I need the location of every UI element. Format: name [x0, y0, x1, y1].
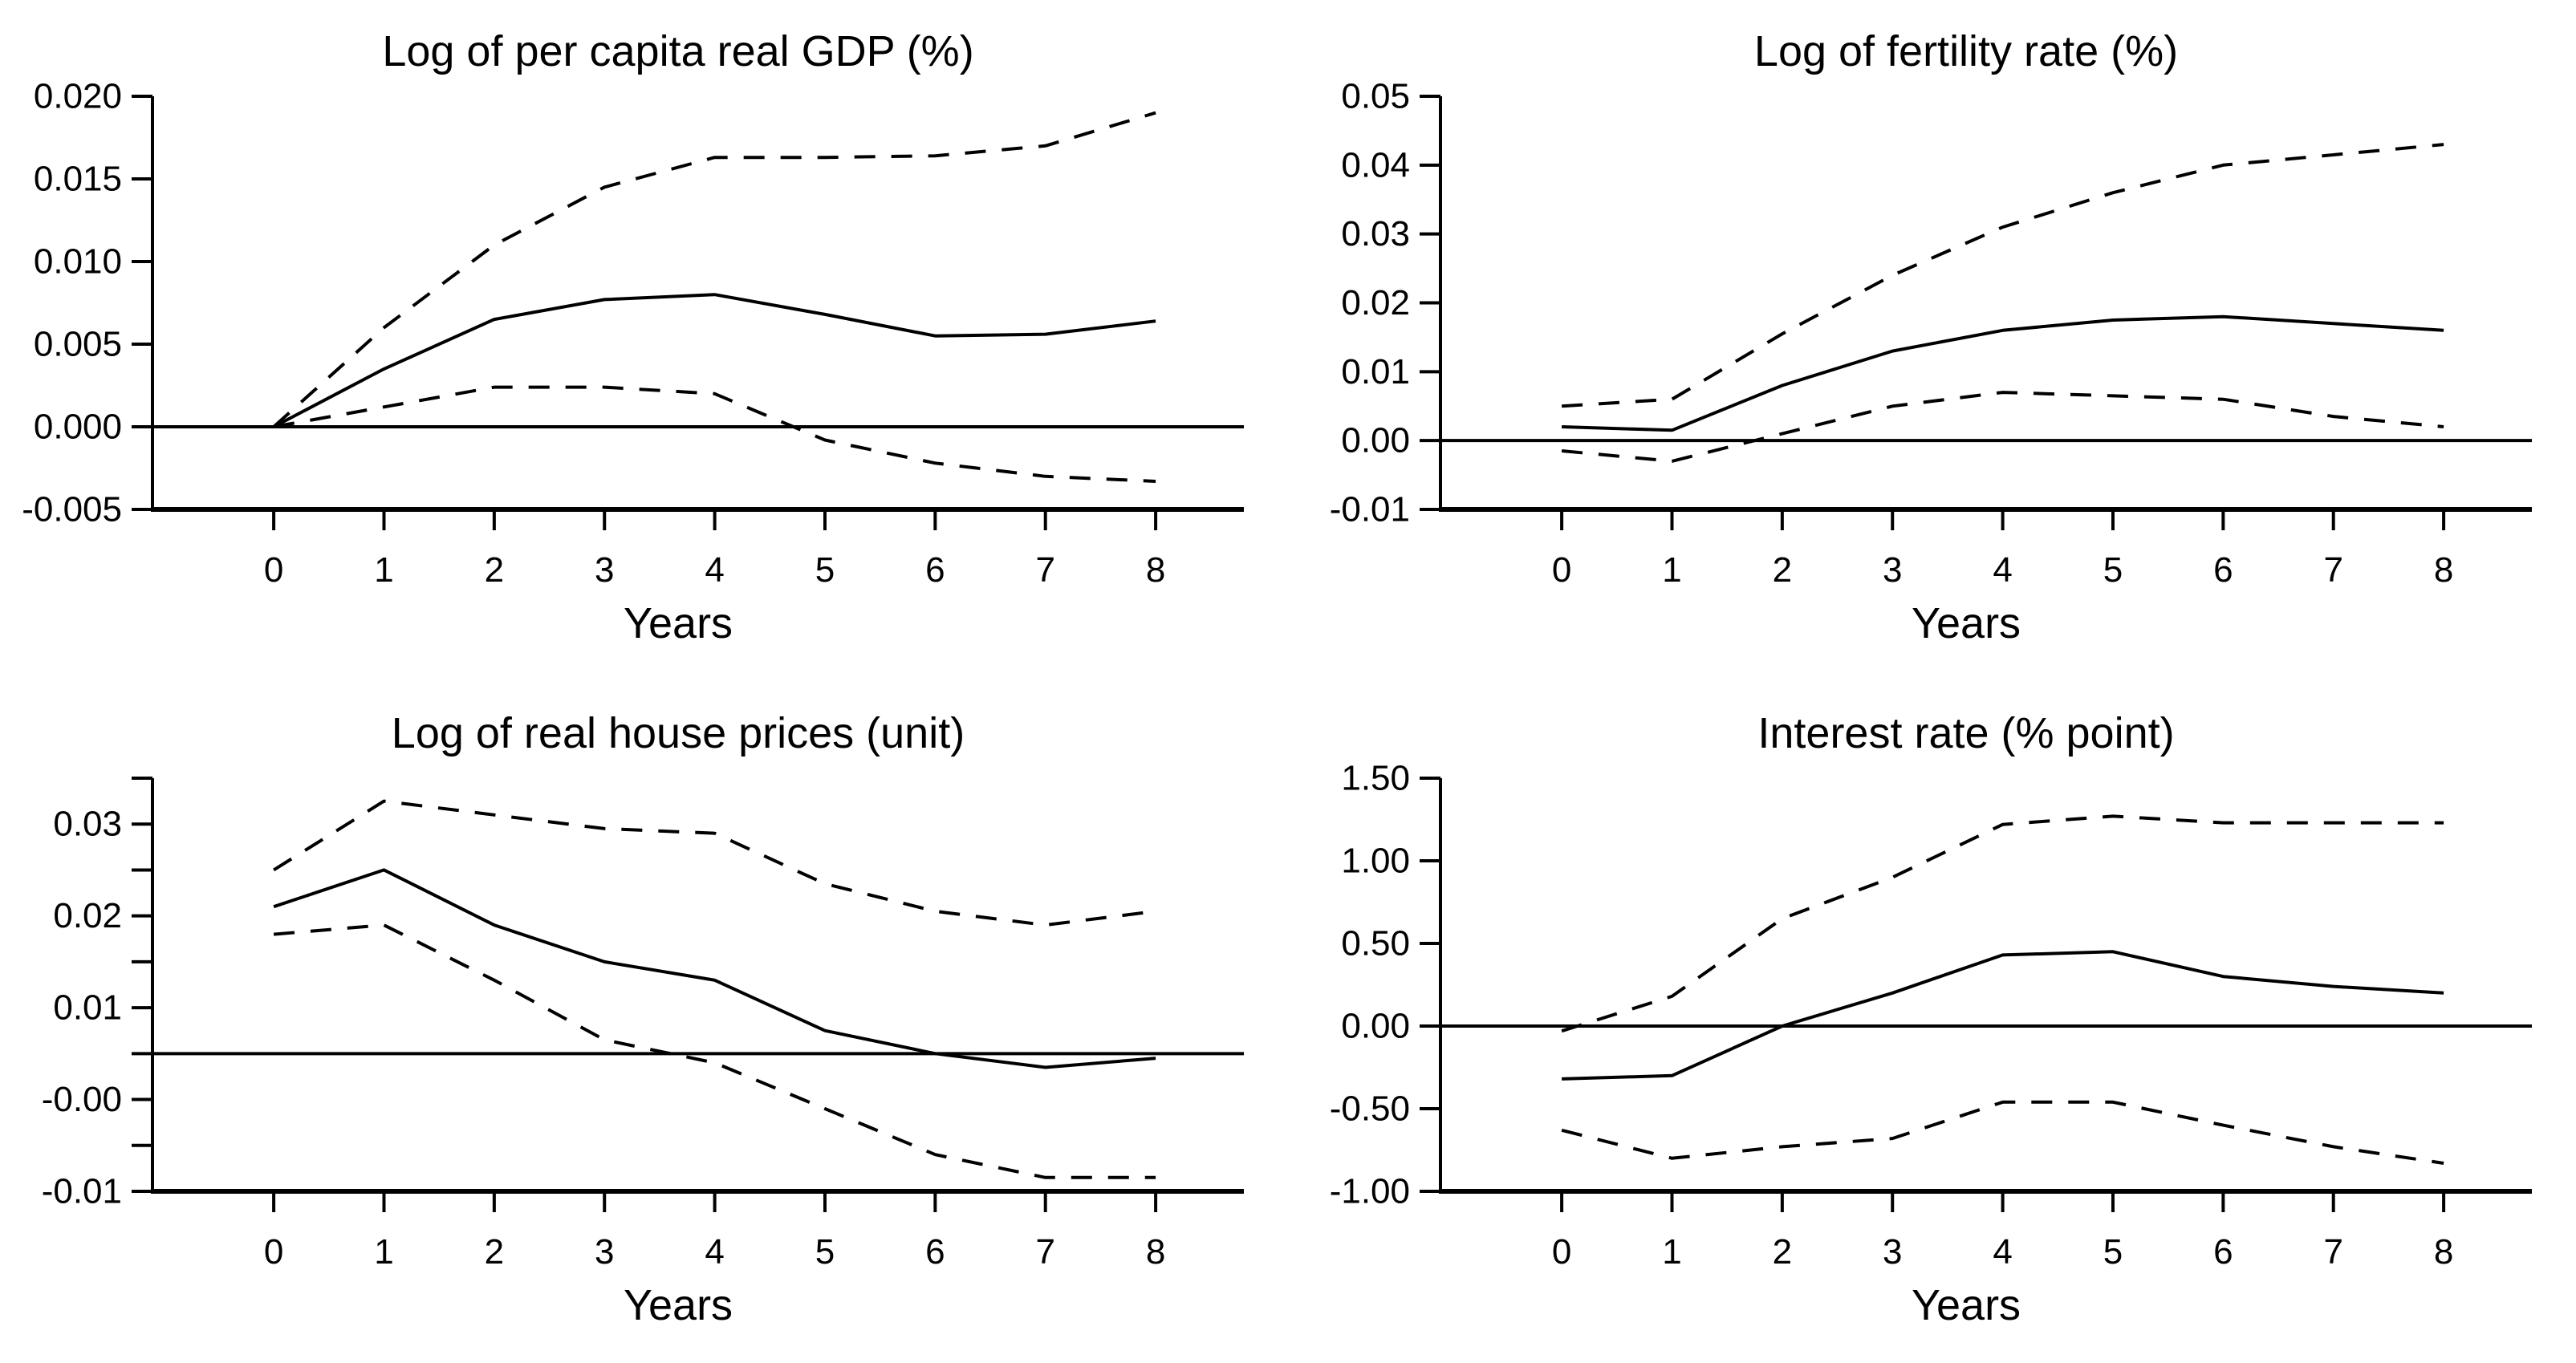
series-point-estimate — [1562, 314, 2444, 432]
chart-panel-gdp: 0.020 0.015 0.010 0.005 0.000 -0.005 0 1 2 3 4 5 6 7 8… — [0, 0, 1288, 682]
chart-svg: 0.020 0.015 0.010 0.005 0.000 -0.005 0 1 2 3 4 5 6 7 8… — [22, 27, 1244, 647]
x-tick-label: 3 — [1883, 1232, 1902, 1272]
panel-title: Log of real house prices (unit) — [392, 709, 965, 757]
y-tick-label: 1.00 — [1341, 842, 1410, 881]
x-axis-title: Years — [624, 599, 733, 647]
x-tick-label: 0 — [1552, 550, 1571, 590]
x-axis-title: Years — [1912, 1281, 2021, 1329]
y-tick-label: 0.02 — [53, 896, 122, 935]
y-tick-label: 0.010 — [34, 242, 122, 282]
series-point-estimate — [1562, 950, 2444, 1081]
chart-panel-fertility: 0.05 0.04 0.03 0.02 0.01 0.00 -0.01 0 1 2 3 4 5 6 7 8 Lo… — [1288, 0, 2576, 682]
x-tick-label: 4 — [1993, 550, 2012, 590]
x-tick-label: 0 — [1552, 1232, 1571, 1272]
y-tick-label: 0.00 — [1341, 1007, 1410, 1046]
x-tick-label: 6 — [2213, 1232, 2233, 1272]
y-tick-label: 0.03 — [1341, 214, 1410, 254]
y-tick-label: -0.50 — [1330, 1089, 1410, 1129]
x-tick-label: 3 — [1883, 550, 1902, 590]
y-tick-label: 0.005 — [34, 325, 122, 364]
chart-svg: 0.05 0.04 0.03 0.02 0.01 0.00 -0.01 0 1 2 3 4 5 6 7 8 Lo… — [1330, 27, 2532, 647]
x-tick-label: 3 — [595, 550, 614, 590]
y-tick-label: 0.015 — [34, 160, 122, 199]
x-tick-label: 2 — [485, 1232, 504, 1272]
x-tick-label: 6 — [925, 550, 945, 590]
x-tick-label: 6 — [925, 1232, 945, 1272]
x-tick-label: 7 — [1035, 1232, 1054, 1272]
series-point-estimate — [273, 868, 1156, 1069]
x-tick-label: 5 — [815, 1232, 835, 1272]
y-tick-label: 0.000 — [34, 408, 122, 447]
x-tick-label: 5 — [2103, 550, 2123, 590]
y-tick-label: -0.01 — [42, 1172, 122, 1211]
x-axis-title: Years — [1912, 599, 2021, 647]
x-tick-label: 4 — [1993, 1232, 2012, 1272]
x-tick-label: 2 — [1773, 1232, 1792, 1272]
series-upper-band — [272, 111, 1156, 428]
y-tick-label: -0.00 — [42, 1080, 122, 1119]
x-tick-label: 3 — [595, 1232, 614, 1272]
y-tick-label: 0.01 — [53, 988, 122, 1028]
x-tick-label: 6 — [2213, 550, 2233, 590]
x-tick-label: 5 — [815, 550, 835, 590]
x-axis-title: Years — [624, 1281, 733, 1329]
series-lower-band — [273, 385, 1156, 483]
chart-panel-house-prices: 0.03 0.02 0.01 -0.00 -0.01 0 1 2 3 4 5 6 7 8 Log of re… — [0, 682, 1288, 1363]
chart-panel-interest: 1.50 1.00 0.50 0.00 -0.50 -1.00 0 1 2 3 4 5 6 7 8 Inter… — [1288, 682, 2576, 1363]
y-tick-label: 0.00 — [1341, 421, 1410, 460]
series-lower-band — [1561, 391, 2444, 463]
x-tick-label: 8 — [2434, 550, 2453, 590]
x-tick-label: 0 — [264, 1232, 283, 1272]
y-tick-label: 0.03 — [53, 805, 122, 844]
x-tick-label: 4 — [705, 550, 724, 590]
y-tick-label: -1.00 — [1330, 1172, 1410, 1211]
y-tick-label: 0.04 — [1341, 145, 1410, 185]
x-tick-label: 7 — [2323, 550, 2342, 590]
x-tick-label: 7 — [2323, 1232, 2342, 1272]
x-tick-label: 8 — [2434, 1232, 2453, 1272]
y-tick-label: -0.005 — [22, 490, 122, 529]
y-tick-label: 0.50 — [1341, 924, 1410, 963]
panel-title: Interest rate (% point) — [1757, 709, 2174, 757]
chart-svg: 1.50 1.00 0.50 0.00 -0.50 -1.00 0 1 2 3 4 5 6 7 8 Inter… — [1330, 709, 2532, 1329]
x-tick-label: 1 — [374, 1232, 393, 1272]
x-tick-label: 8 — [1146, 550, 1165, 590]
x-tick-label: 8 — [1146, 1232, 1165, 1272]
x-tick-label: 1 — [374, 550, 393, 590]
series-lower-band — [273, 923, 1156, 1179]
y-tick-label: 1.50 — [1341, 759, 1410, 798]
series-upper-band — [1561, 814, 2444, 1033]
series-upper-band — [273, 799, 1156, 927]
x-tick-label: 1 — [1662, 1232, 1681, 1272]
y-tick-label: 0.05 — [1341, 77, 1410, 116]
x-tick-label: 1 — [1662, 550, 1681, 590]
x-tick-label: 2 — [485, 550, 504, 590]
panel-title: Log of per capita real GDP (%) — [382, 27, 973, 75]
chart-svg: 0.03 0.02 0.01 -0.00 -0.01 0 1 2 3 4 5 6 7 8 Log of re… — [42, 709, 1244, 1329]
series-point-estimate — [273, 293, 1156, 428]
x-tick-label: 4 — [705, 1232, 724, 1272]
y-tick-label: -0.01 — [1330, 490, 1410, 529]
x-tick-label: 7 — [1035, 550, 1054, 590]
x-tick-label: 2 — [1773, 550, 1792, 590]
series-lower-band — [1561, 1100, 2444, 1165]
series-upper-band — [1561, 143, 2444, 408]
x-tick-label: 0 — [264, 550, 283, 590]
y-tick-label: 0.020 — [34, 77, 122, 116]
panel-title: Log of fertility rate (%) — [1754, 27, 2178, 75]
y-tick-label: 0.01 — [1341, 352, 1410, 391]
x-tick-label: 5 — [2103, 1232, 2123, 1272]
y-tick-label: 0.02 — [1341, 283, 1410, 322]
